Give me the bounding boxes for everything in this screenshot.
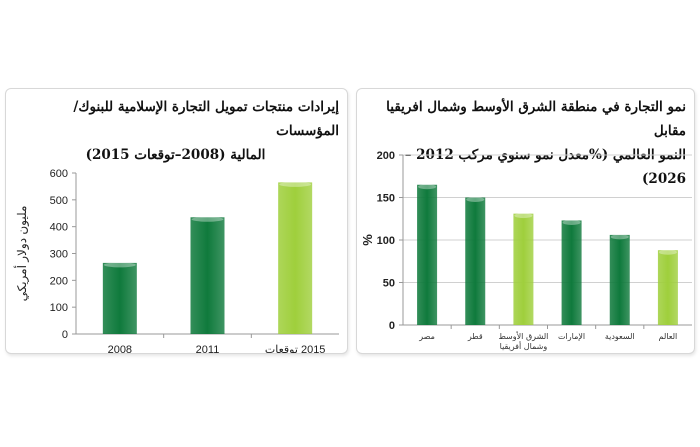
bar-4: [609, 234, 630, 325]
y-tick-label: 100: [50, 302, 68, 314]
right-title-line1: نمو التجارة في منطقة الشرق الأوسط وشمال …: [386, 99, 686, 139]
y-tick-label: 600: [50, 168, 68, 180]
y-tick-label: 0: [62, 329, 68, 341]
bar-3: [561, 220, 582, 325]
x-category-label: الإمارات: [558, 332, 585, 342]
bar-1: [465, 197, 486, 325]
bar-cap: [279, 181, 312, 187]
left-title-line2: المالية (2008–توقعات 2015): [85, 147, 266, 163]
y-tick-label: 400: [50, 222, 68, 234]
x-category-label: مصر: [418, 332, 435, 341]
bar-2: [278, 182, 313, 334]
y-axis-label: %: [360, 234, 375, 246]
bar-0: [102, 262, 137, 334]
y-tick-label: 200: [377, 150, 395, 162]
bar-cap: [562, 219, 581, 225]
left-chart-title: إيرادات منتجات تمويل التجارة الإسلامية ل…: [12, 95, 339, 167]
x-category-label: 2008: [108, 344, 132, 353]
x-category-label: قطر: [467, 332, 483, 341]
bar-cap: [514, 213, 533, 219]
bar-1: [190, 217, 225, 334]
left-chart-panel: إيرادات منتجات تمويل التجارة الإسلامية ل…: [5, 88, 348, 354]
y-tick-label: 150: [377, 193, 395, 205]
y-tick-label: 500: [50, 195, 68, 207]
x-category-label: الشرق الأوسط: [498, 331, 548, 341]
bar-2: [513, 213, 534, 325]
y-axis-label: مليون دولار أمريكي: [14, 206, 29, 302]
bar-cap: [658, 249, 677, 255]
bar-0: [417, 184, 438, 325]
x-category-label: 2015 توقعات: [265, 344, 326, 353]
y-tick-label: 300: [50, 249, 68, 261]
x-category-label: 2011: [196, 344, 220, 353]
left-chart-svg: 0 100 200 300 400 500 600 2008 2011 2015 توقعات مل…: [14, 168, 339, 353]
x-category-label: العالم: [659, 332, 678, 341]
right-chart-panel: نمو التجارة في منطقة الشرق الأوسط وشمال …: [356, 88, 695, 354]
bar-5: [657, 250, 678, 325]
bar-cap: [418, 184, 437, 190]
x-category-label: وشمال أفريقيا: [500, 341, 548, 351]
left-title-line1: إيرادات منتجات تمويل التجارة الإسلامية ل…: [73, 99, 339, 139]
y-tick-label: 100: [377, 235, 395, 247]
bar-cap: [610, 234, 629, 240]
x-category-label: السعودية: [605, 332, 635, 341]
y-tick-label: 0: [389, 320, 395, 332]
y-tick-label: 200: [50, 275, 68, 287]
bar-cap: [191, 216, 224, 222]
bar-cap: [103, 262, 136, 268]
y-tick-label: 50: [383, 278, 395, 290]
bar-cap: [466, 197, 485, 202]
